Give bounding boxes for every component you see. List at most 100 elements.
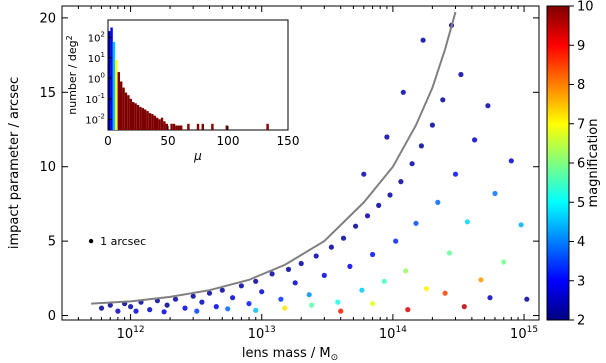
inset-y-tick-label: 101 <box>88 51 105 65</box>
scatter-point <box>282 305 288 311</box>
scatter-point <box>335 299 341 305</box>
scatter-point <box>381 278 387 284</box>
inset-y-axis-ticks: 102 101 100 10-1 10-2 <box>85 30 112 126</box>
scatter-point <box>115 308 121 314</box>
y-tick-label: 15 <box>39 86 56 101</box>
scatter-point <box>492 190 498 197</box>
histogram-bar <box>108 31 111 131</box>
inset-x-tick-label: 50 <box>160 134 175 148</box>
colorbar-tick-label: 8 <box>577 78 585 93</box>
scatter-point <box>418 143 424 149</box>
scatter-point <box>253 307 259 313</box>
histogram-bar <box>201 123 204 130</box>
inset-x-axis-label: μ <box>193 149 202 163</box>
histogram-bar <box>112 41 116 130</box>
colorbar-ticks: 2 3 4 5 6 7 8 9 10 <box>569 0 594 329</box>
histogram-bar <box>127 95 130 130</box>
scatter-point <box>259 289 265 295</box>
histogram-bar <box>120 81 123 130</box>
scatter-point <box>213 304 219 310</box>
colorbar: 2 3 4 5 6 7 8 9 10 magnification <box>546 0 601 329</box>
scatter-point <box>403 268 409 274</box>
scatter-point <box>98 305 105 311</box>
scatter-point <box>518 222 524 228</box>
scatter-point <box>387 192 393 198</box>
scatter-point <box>524 296 530 302</box>
histogram-bar <box>129 98 132 130</box>
scatter-point <box>420 37 426 43</box>
histogram-bar <box>117 72 120 130</box>
scatter-point <box>298 260 304 267</box>
histogram-bar <box>170 123 173 130</box>
inset-x-tick-label: 150 <box>277 134 300 148</box>
histogram-bar <box>180 125 183 130</box>
inset-y-tick-label: 10-1 <box>85 92 105 106</box>
scatter-point <box>230 295 236 301</box>
scatter-point <box>429 122 435 128</box>
scatter-point <box>190 293 196 299</box>
inset-histogram: 0 50 100 150 102 101 100 10-1 10-2 μ number / d… <box>65 19 300 163</box>
scatter-point <box>347 263 353 269</box>
y-tick-label: 20 <box>39 11 56 26</box>
histogram-bar <box>136 105 140 130</box>
histogram-bar <box>225 125 228 130</box>
scale-marker-dot <box>88 238 94 244</box>
scatter-point <box>464 219 470 225</box>
histogram-bar <box>163 121 166 130</box>
x-axis-ticks: 1012 1013 1014 1015 <box>61 6 538 342</box>
scatter-point <box>128 304 134 310</box>
scatter-point <box>338 308 344 314</box>
histogram-bar <box>141 108 144 130</box>
histogram-bar <box>156 117 159 130</box>
scatter-point <box>225 306 231 312</box>
scatter-point <box>452 171 459 177</box>
histogram-bar <box>187 123 190 130</box>
scatter-point <box>361 171 367 177</box>
x-tick-label: 1015 <box>510 325 538 342</box>
histogram-bar <box>175 125 178 130</box>
colorbar-tick-label: 3 <box>577 274 585 289</box>
scatter-point <box>508 158 514 164</box>
histogram-bar <box>139 106 142 130</box>
scatter-point <box>435 199 441 205</box>
scatter-point <box>364 213 371 219</box>
inset-y-tick-label: 102 <box>88 30 105 44</box>
colorbar-tick-label: 6 <box>577 157 585 172</box>
scatter-point <box>328 244 334 250</box>
inset-y-tick-label: 100 <box>88 71 105 85</box>
scatter-point <box>253 278 259 284</box>
histogram-bar <box>115 59 118 130</box>
histogram-bar <box>148 113 152 130</box>
scatter-point <box>423 286 429 292</box>
scatter-point <box>384 134 390 140</box>
scatter-point <box>292 280 298 286</box>
histogram-bar <box>160 117 164 130</box>
scatter-point <box>446 250 453 256</box>
y-axis-label: impact parameter / arcsec <box>7 77 22 249</box>
inset-x-tick-label: 100 <box>217 134 240 148</box>
inset-x-tick-label: 0 <box>104 134 112 148</box>
histogram-bar <box>153 115 156 130</box>
scatter-point <box>370 301 376 307</box>
scatter-point <box>172 296 179 302</box>
scatter-points <box>98 22 530 315</box>
scatter-point <box>340 235 347 241</box>
scatter-point <box>405 307 411 313</box>
histogram-bar <box>266 123 269 130</box>
x-tick-label: 1013 <box>248 325 276 342</box>
colorbar-gradient <box>546 5 570 321</box>
scatter-point <box>238 283 244 289</box>
scatter-point <box>206 290 213 296</box>
scatter-point <box>442 290 448 296</box>
y-axis-ticks: 0 5 10 15 20 <box>39 11 539 324</box>
x-tick-label: 1014 <box>379 325 407 342</box>
histogram-bar <box>165 123 168 130</box>
scatter-point <box>278 296 284 302</box>
scatter-point <box>194 308 200 314</box>
x-tick-label: 1012 <box>117 325 145 342</box>
colorbar-tick-label: 4 <box>577 235 585 250</box>
histogram-bar <box>122 87 125 130</box>
scatter-point <box>376 202 382 208</box>
scatter-point <box>458 71 464 78</box>
histogram-bar <box>144 109 147 130</box>
